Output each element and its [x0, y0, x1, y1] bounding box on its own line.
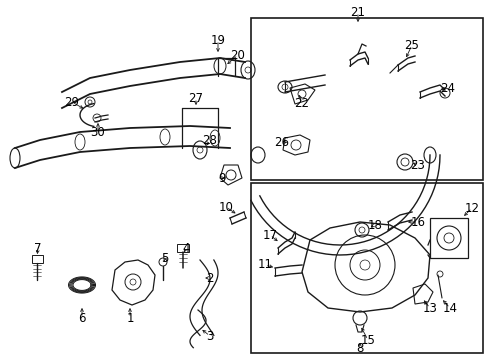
Bar — [429, 218, 467, 258]
Text: 26: 26 — [274, 135, 289, 149]
Text: 29: 29 — [64, 95, 80, 108]
Text: 2: 2 — [206, 271, 213, 284]
Text: 30: 30 — [90, 126, 105, 139]
Text: 19: 19 — [210, 33, 225, 46]
Text: 17: 17 — [262, 229, 277, 242]
Text: 27: 27 — [188, 91, 203, 104]
Text: 7: 7 — [34, 242, 41, 255]
Text: 24: 24 — [440, 81, 454, 95]
Text: 16: 16 — [409, 216, 425, 229]
Text: 20: 20 — [230, 49, 245, 62]
Text: 11: 11 — [257, 258, 272, 271]
Text: 10: 10 — [218, 201, 233, 213]
Bar — [250, 18, 482, 180]
Text: 23: 23 — [410, 158, 425, 171]
Text: 15: 15 — [360, 333, 375, 346]
Text: 9: 9 — [218, 171, 225, 185]
Text: 4: 4 — [182, 242, 189, 255]
Text: 1: 1 — [126, 311, 134, 324]
Text: 6: 6 — [78, 311, 85, 324]
Text: 21: 21 — [350, 5, 365, 18]
Text: 5: 5 — [161, 252, 168, 265]
Text: 22: 22 — [294, 96, 309, 109]
Text: 12: 12 — [464, 202, 479, 215]
Bar — [32, 255, 43, 263]
Text: 18: 18 — [367, 219, 382, 231]
Bar — [250, 183, 482, 353]
Text: 14: 14 — [442, 302, 457, 315]
Text: 25: 25 — [404, 39, 419, 51]
Bar — [177, 244, 189, 252]
Text: 28: 28 — [202, 134, 217, 147]
Text: 13: 13 — [422, 302, 437, 315]
Text: 3: 3 — [206, 329, 213, 342]
Text: 8: 8 — [356, 342, 363, 355]
